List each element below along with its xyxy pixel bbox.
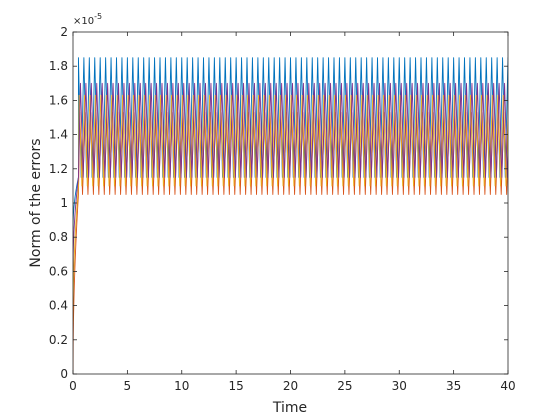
y-scale-exponent: -5 <box>94 12 102 21</box>
y-tick-label: 1.2 <box>49 162 68 176</box>
series-line-3 <box>73 94 508 323</box>
y-tick-label: 1.6 <box>49 93 68 107</box>
x-axis-ticks: 0 5 10 15 20 25 30 35 40 <box>69 32 516 393</box>
y-tick-label: 2 <box>60 25 68 39</box>
x-tick-label: 25 <box>337 379 352 393</box>
y-axis-ticks: 0 0.2 0.4 0.6 0.8 1 1.2 1.4 1.6 1.8 2 <box>49 25 508 381</box>
x-tick-label: 5 <box>124 379 132 393</box>
x-tick-label: 15 <box>228 379 243 393</box>
x-axis-label: Time <box>272 400 307 416</box>
y-tick-label: 0.4 <box>49 299 68 313</box>
x-tick-label: 20 <box>283 379 298 393</box>
y-scale-factor: ×10-5 <box>73 12 102 27</box>
x-tick-label: 0 <box>69 379 77 393</box>
plot-area <box>73 32 508 374</box>
series-layer <box>73 57 508 374</box>
y-tick-label: 1 <box>60 196 68 210</box>
x-tick-label: 30 <box>392 379 407 393</box>
y-scale-base: ×10 <box>73 16 94 27</box>
y-tick-label: 0.6 <box>49 264 68 278</box>
x-tick-label: 10 <box>174 379 189 393</box>
x-tick-label: 35 <box>446 379 461 393</box>
y-tick-label: 0.2 <box>49 333 68 347</box>
y-tick-label: 1.4 <box>49 128 68 142</box>
y-tick-label: 0 <box>60 367 68 381</box>
y-tick-label: 0.8 <box>49 230 68 244</box>
x-tick-label: 40 <box>500 379 515 393</box>
y-axis-label: Norm of the errors <box>28 138 44 267</box>
y-tick-label: 1.8 <box>49 59 68 73</box>
series-line-4 <box>73 82 508 272</box>
